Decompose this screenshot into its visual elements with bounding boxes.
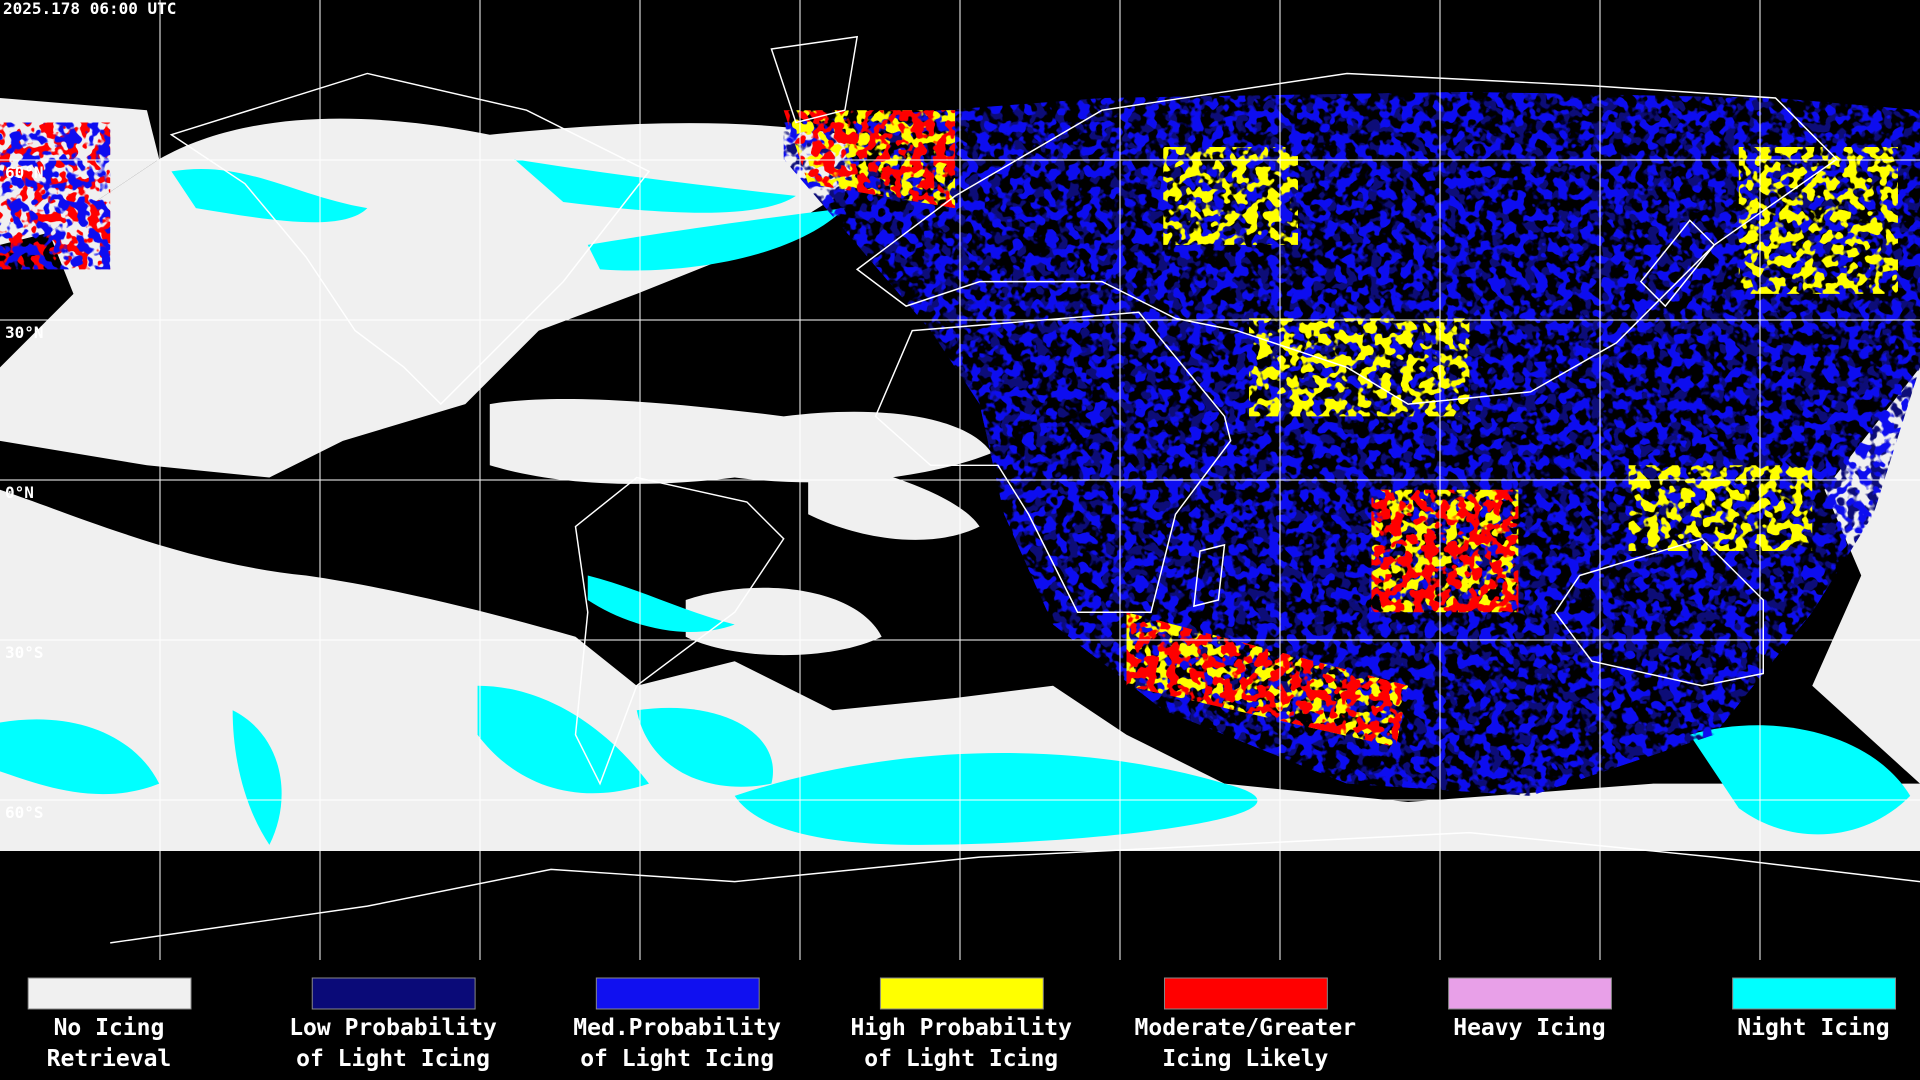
icing-speckles: [0, 91, 1920, 796]
graticule: [0, 0, 1920, 960]
legend-label: Med.Probability: [573, 1015, 781, 1041]
legend-label: Moderate/Greater: [1135, 1015, 1357, 1041]
legend-swatch: [1163, 977, 1328, 1010]
legend-label: High Probability: [850, 1015, 1072, 1041]
legend-label: Night Icing: [1737, 1015, 1889, 1041]
legend-swatch: [879, 977, 1044, 1010]
legend-label: Retrieval: [47, 1046, 172, 1072]
night-icing-clouds: [0, 159, 1911, 845]
legend-label: of Light Icing: [864, 1046, 1058, 1072]
legend-label: Low Probability: [289, 1015, 497, 1041]
legend-swatch: [1448, 977, 1612, 1010]
legend-swatch: [311, 977, 476, 1010]
legend: No Icing Retrieval Low Probability of Light…: [27, 977, 1897, 1072]
lat-label: 60°S: [5, 803, 44, 822]
lat-label: 0°N: [5, 483, 34, 502]
map: [0, 35, 1920, 944]
legend-swatch: [1732, 977, 1897, 1010]
lat-label: 30°N: [5, 323, 44, 342]
legend-swatch: [27, 977, 192, 1010]
lat-label: 60°N: [5, 163, 44, 182]
legend-label: of Light Icing: [580, 1046, 774, 1072]
legend-label: No Icing: [54, 1015, 165, 1041]
coastlines: [110, 35, 1920, 944]
legend-label: Icing Likely: [1162, 1046, 1328, 1072]
lat-label: 30°S: [5, 643, 44, 662]
legend-label: Heavy Icing: [1453, 1015, 1605, 1041]
legend-label: of Light Icing: [296, 1046, 490, 1072]
timestamp: 2025.178 06:00 UTC: [3, 0, 176, 18]
legend-swatch: [595, 977, 760, 1010]
lat-labels: 60°N 30°N 0°N 30°S 60°S: [5, 163, 44, 822]
